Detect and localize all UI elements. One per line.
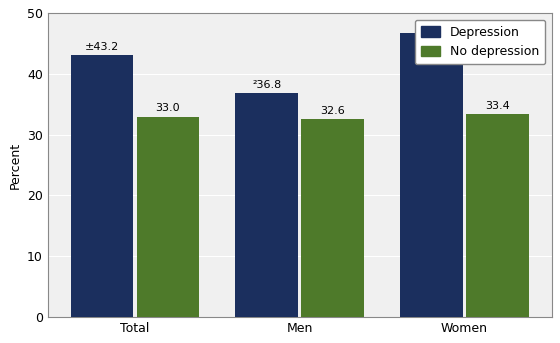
Y-axis label: Percent: Percent [8,142,21,189]
Bar [466,114,529,317]
Bar [301,119,364,317]
Bar [71,55,133,317]
Legend: Depression, No depression: Depression, No depression [415,20,545,64]
Text: 32.6: 32.6 [320,106,345,116]
Text: ±46.7: ±46.7 [414,20,449,30]
Bar [137,117,199,317]
Text: 33.4: 33.4 [485,101,510,111]
Text: ²36.8: ²36.8 [252,80,281,91]
Bar [400,33,463,317]
Text: ±43.2: ±43.2 [85,42,119,51]
Bar [235,93,298,317]
Text: 33.0: 33.0 [156,104,180,114]
